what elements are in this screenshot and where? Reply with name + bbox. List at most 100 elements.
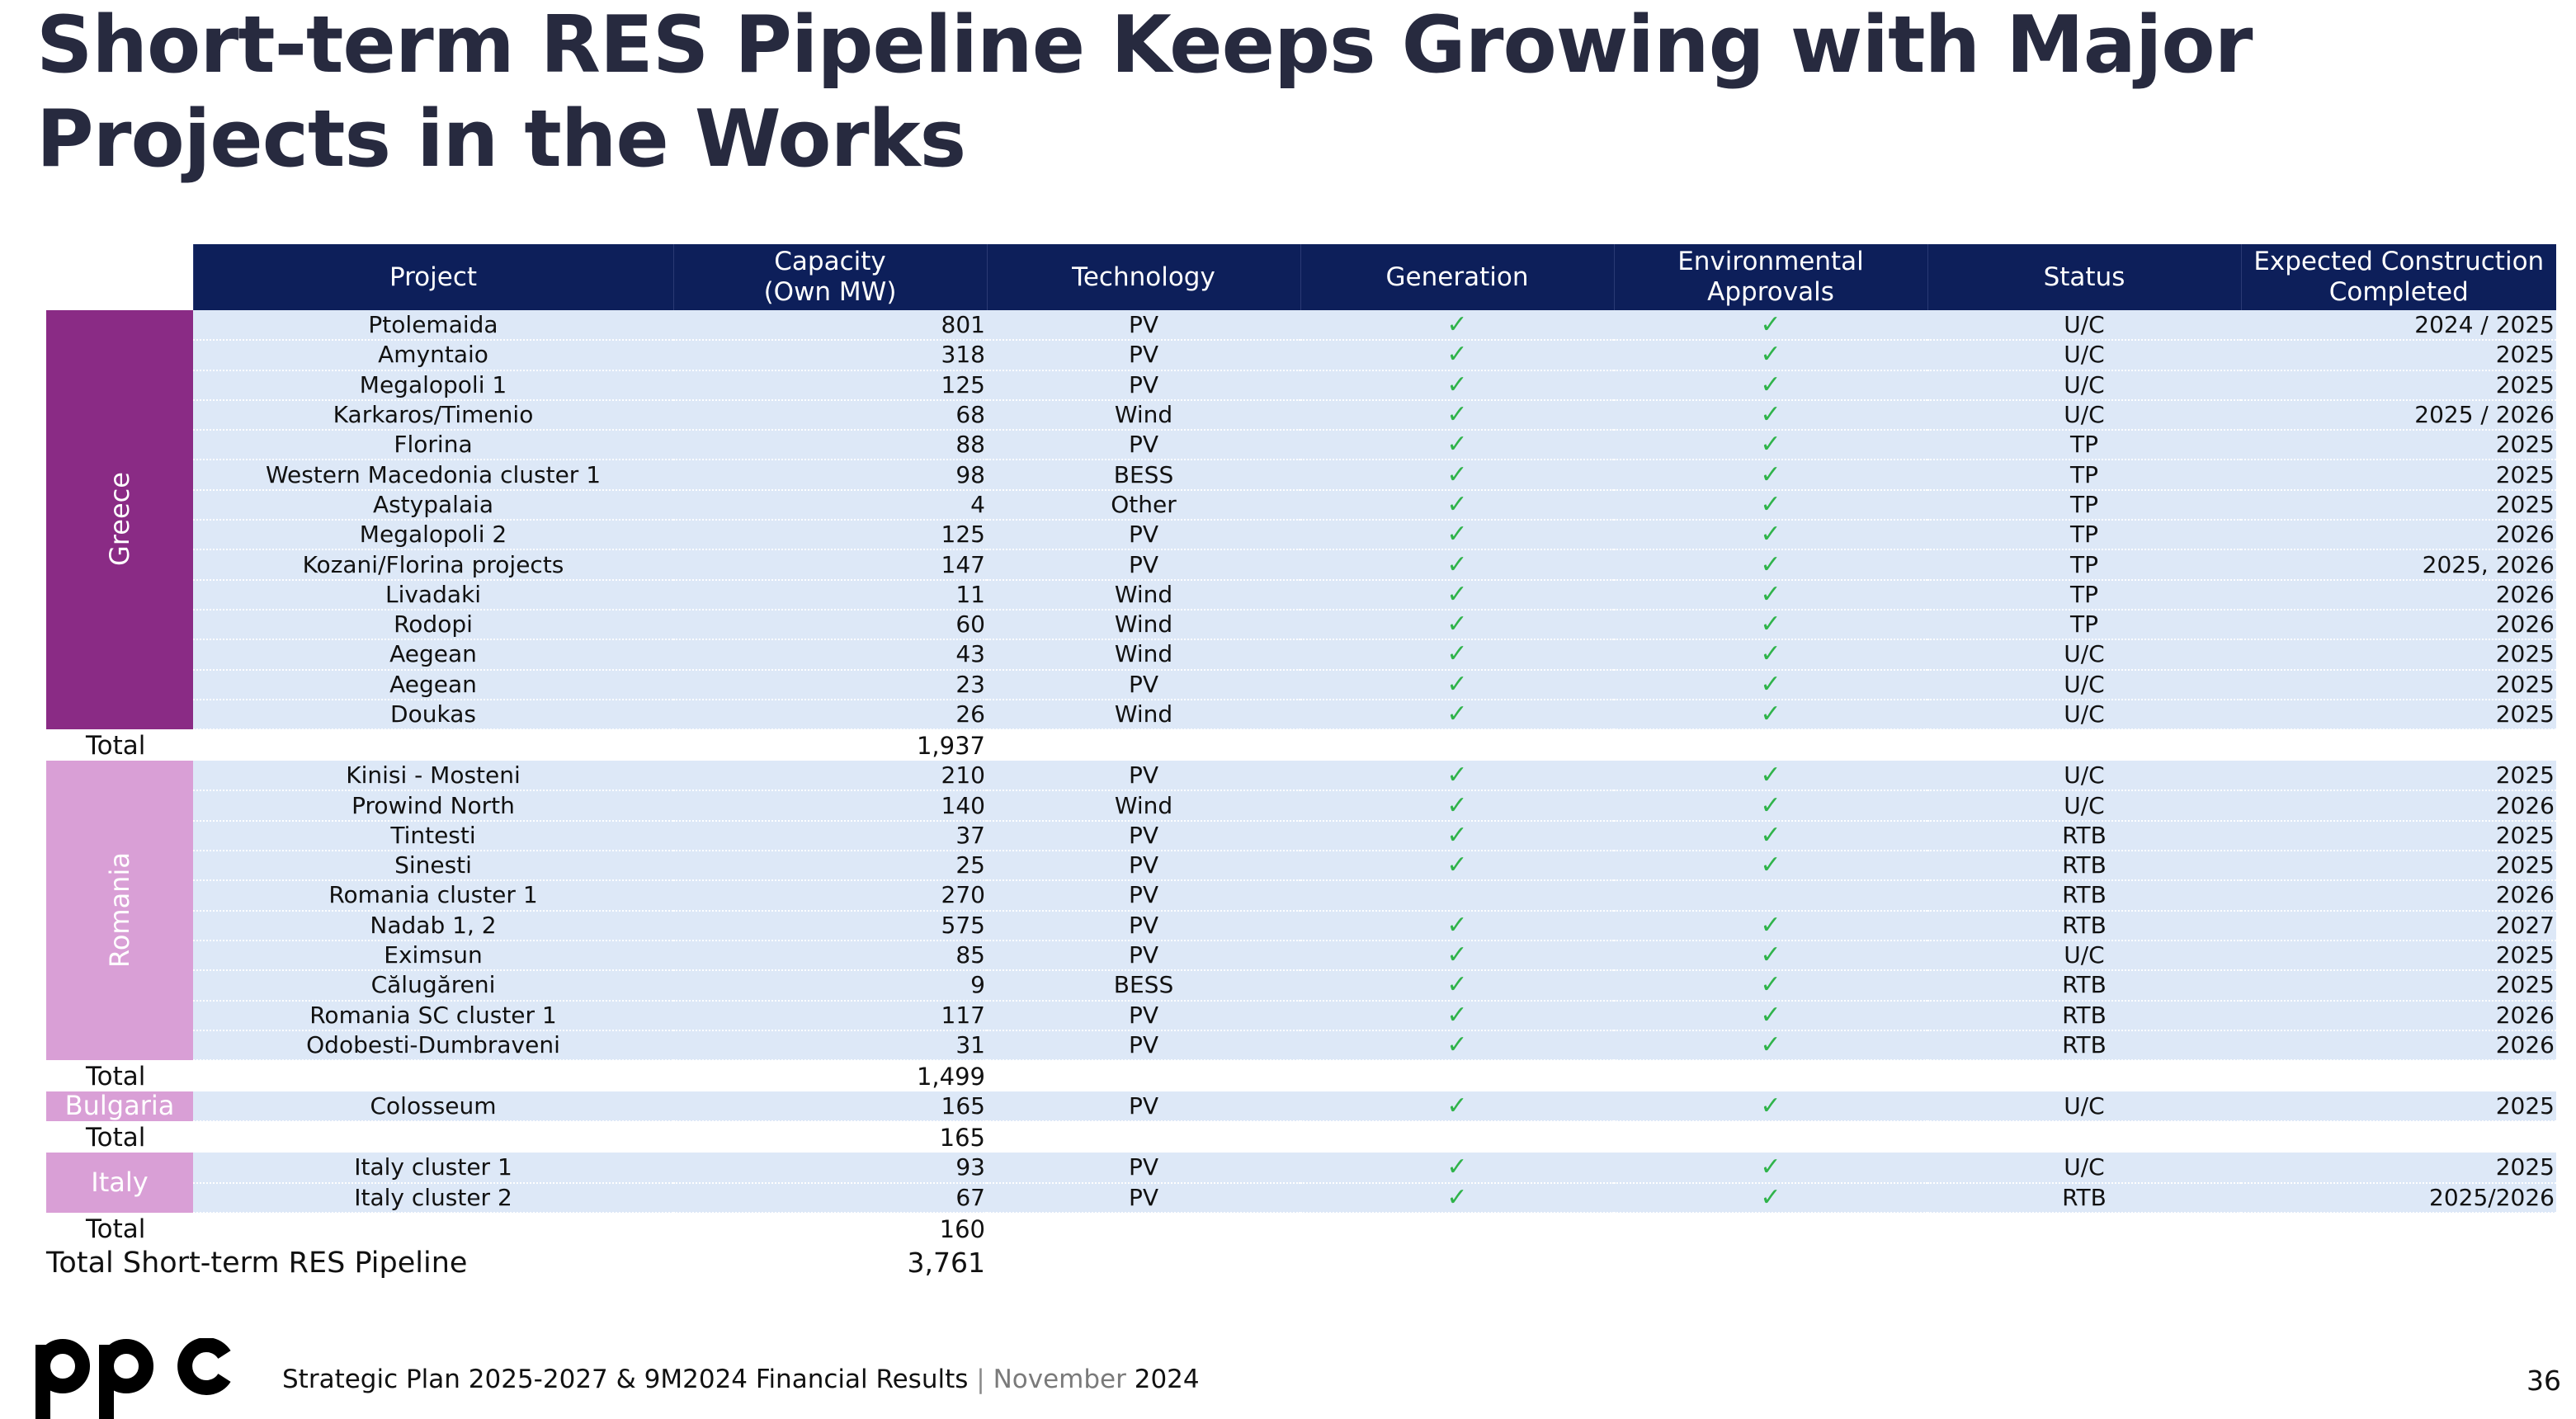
capacity-cell: 25 — [673, 851, 987, 882]
capacity-cell: 165 — [673, 1091, 987, 1123]
table-row: Italy Italy cluster 1 93 PV ✓ ✓ U/C 2025 — [46, 1153, 2556, 1214]
environmental-cell: ✓ — [1614, 970, 1927, 1002]
capacity-cell: 147 — [673, 549, 987, 581]
table-row: Tintesti 37 PV ✓ ✓ RTB 2025 — [46, 820, 2556, 852]
check-icon: ✓ — [1446, 669, 1468, 699]
environmental-cell: ✓ — [1614, 1182, 1927, 1214]
header-status: Status — [1927, 244, 2241, 310]
capacity-cell: 801 — [673, 310, 987, 342]
region-name: Italy — [91, 1166, 149, 1198]
grand-total-row: Total Short-term RES Pipeline 3,761 — [46, 1244, 2556, 1283]
project-cell: Western Macedonia cluster 1 — [193, 460, 673, 491]
generation-cell: ✓ — [1300, 370, 1614, 401]
table-row: Aegean 43 Wind ✓ ✓ U/C 2025 — [46, 639, 2556, 671]
table-row: Italy cluster 2 67 PV ✓ ✓ RTB 2025/2026 — [46, 1182, 2556, 1214]
project-cell: Florina — [193, 430, 673, 461]
capacity-cell: 26 — [673, 699, 987, 731]
check-icon: ✓ — [1446, 1000, 1468, 1030]
environmental-cell: ✓ — [1614, 310, 1927, 342]
expected-completion-cell: 2026 — [2241, 1030, 2556, 1062]
expected-completion-cell: 2025 — [2241, 1091, 2556, 1123]
capacity-cell: 68 — [673, 399, 987, 431]
capacity-cell: 23 — [673, 669, 987, 700]
header-capacity: Capacity (Own MW) — [672, 244, 987, 310]
expected-completion-cell: 2026 — [2241, 579, 2556, 610]
footer-month: November — [993, 1365, 1126, 1394]
check-icon: ✓ — [1446, 760, 1468, 790]
status-cell: U/C — [1927, 669, 2241, 700]
capacity-cell: 210 — [673, 761, 987, 792]
table-row: Nadab 1, 2 575 PV ✓ ✓ RTB 2027 — [46, 910, 2556, 941]
table-row: Greece Ptolemaida 801 PV ✓ ✓ U/C 2024 / 2025 — [46, 309, 2556, 730]
generation-cell: ✓ — [1300, 549, 1614, 581]
region-name: Greece — [104, 472, 135, 567]
capacity-cell: 125 — [673, 520, 987, 551]
generation-cell — [1300, 880, 1614, 912]
technology-cell: PV — [987, 549, 1300, 581]
table-row: Bulgaria Colosseum 165 PV ✓ ✓ U/C 2025 — [46, 1091, 2556, 1123]
environmental-cell: ✓ — [1614, 1091, 1927, 1123]
status-cell: RTB — [1927, 1182, 2241, 1214]
footer-title: Strategic Plan 2025-2027 & 9M2024 Financ… — [282, 1365, 969, 1394]
environmental-cell: ✓ — [1614, 699, 1927, 731]
table-row: Western Macedonia cluster 1 98 BESS ✓ ✓ TP 202… — [46, 460, 2556, 491]
check-icon: ✓ — [1760, 820, 1781, 850]
check-icon: ✓ — [1446, 489, 1468, 519]
table-row: Sinesti 25 PV ✓ ✓ RTB 2025 — [46, 851, 2556, 882]
capacity-cell: 4 — [673, 489, 987, 521]
environmental-cell: ✓ — [1614, 399, 1927, 431]
check-icon: ✓ — [1446, 579, 1468, 609]
check-icon: ✓ — [1446, 400, 1468, 430]
status-cell: RTB — [1927, 851, 2241, 882]
region-label-greece: Greece — [46, 310, 193, 730]
generation-cell: ✓ — [1300, 851, 1614, 882]
check-icon: ✓ — [1446, 460, 1468, 489]
check-icon: ✓ — [1446, 309, 1468, 339]
check-icon: ✓ — [1446, 549, 1468, 579]
status-cell: U/C — [1927, 790, 2241, 822]
check-icon: ✓ — [1446, 1182, 1468, 1212]
region-label-italy: Italy — [46, 1153, 193, 1214]
project-cell: Ptolemaida — [193, 310, 673, 342]
header-generation: Generation — [1300, 244, 1614, 310]
table-row: Călugăreni 9 BESS ✓ ✓ RTB 2025 — [46, 970, 2556, 1002]
table-row: Kozani/Florina projects 147 PV ✓ ✓ TP 2025, 20… — [46, 549, 2556, 581]
expected-completion-cell: 2025 — [2241, 761, 2556, 792]
project-cell: Italy cluster 2 — [193, 1182, 673, 1214]
total-filler — [987, 1121, 2556, 1153]
status-cell: RTB — [1927, 1030, 2241, 1062]
generation-cell: ✓ — [1300, 790, 1614, 822]
check-icon: ✓ — [1446, 851, 1468, 880]
ppc-logo — [35, 1337, 233, 1419]
status-cell: U/C — [1927, 940, 2241, 972]
check-icon: ✓ — [1760, 400, 1781, 430]
generation-cell: ✓ — [1300, 639, 1614, 671]
expected-completion-cell: 2025 — [2241, 669, 2556, 700]
check-icon: ✓ — [1760, 520, 1781, 549]
environmental-cell: ✓ — [1614, 370, 1927, 401]
status-cell: U/C — [1927, 399, 2241, 431]
table-row: Rodopi 60 Wind ✓ ✓ TP 2026 — [46, 609, 2556, 641]
status-cell: U/C — [1927, 761, 2241, 792]
technology-cell: PV — [987, 669, 1300, 700]
total-filler — [987, 1213, 2556, 1245]
table-row: Amyntaio 318 PV ✓ ✓ U/C 2025 — [46, 340, 2556, 371]
capacity-cell: 60 — [673, 609, 987, 641]
project-cell: Colosseum — [193, 1091, 673, 1123]
status-cell: TP — [1927, 460, 2241, 491]
project-cell: Megalopoli 1 — [193, 370, 673, 401]
region-label-bulgaria: Bulgaria — [46, 1091, 193, 1122]
technology-cell: Wind — [987, 699, 1300, 731]
environmental-cell — [1614, 880, 1927, 912]
project-cell: Odobesti-Dumbraveni — [193, 1030, 673, 1062]
generation-cell: ✓ — [1300, 579, 1614, 610]
technology-cell: PV — [987, 430, 1300, 461]
check-icon: ✓ — [1760, 970, 1781, 1000]
environmental-cell: ✓ — [1614, 1030, 1927, 1062]
capacity-cell: 85 — [673, 940, 987, 972]
expected-completion-cell: 2027 — [2241, 910, 2556, 941]
grand-total-label: Total Short-term RES Pipeline — [46, 1244, 673, 1283]
expected-completion-cell: 2025, 2026 — [2241, 549, 2556, 581]
check-icon: ✓ — [1760, 1030, 1781, 1059]
status-cell: U/C — [1927, 1153, 2241, 1184]
